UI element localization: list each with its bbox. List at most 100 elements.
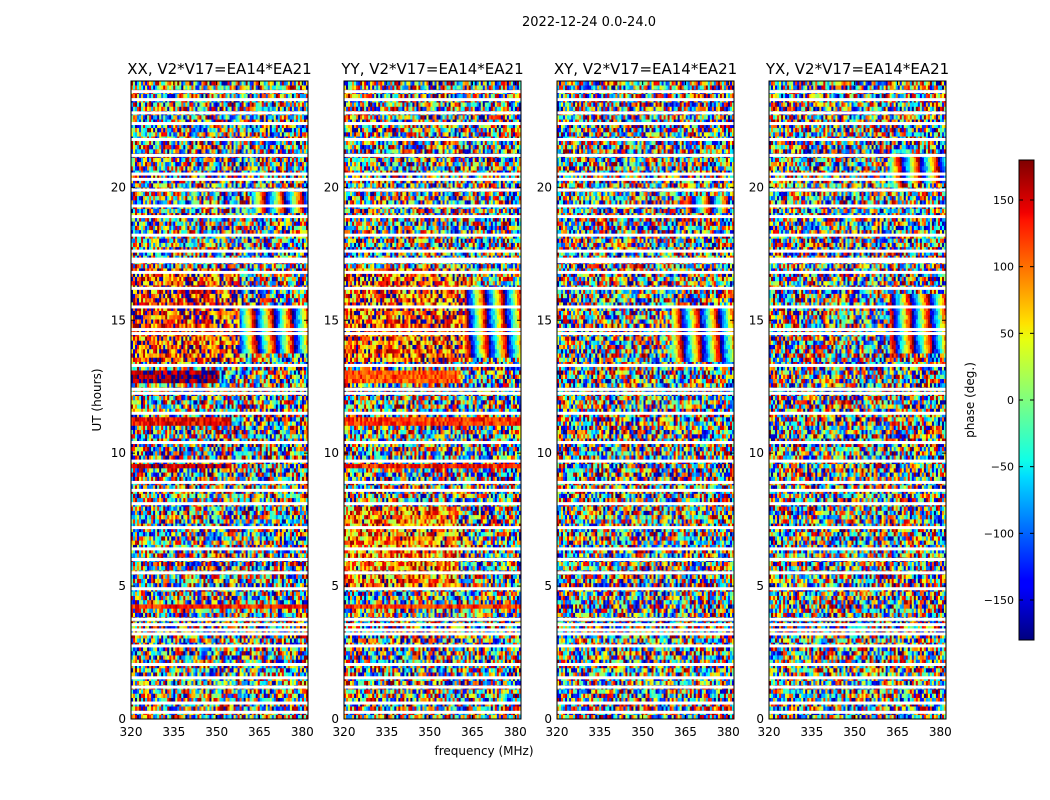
flagged-row: [344, 623, 521, 627]
flagged-row: [557, 332, 734, 336]
flagged-row: [344, 459, 521, 463]
flagged-row: [344, 270, 521, 274]
flagged-row: [344, 571, 521, 575]
flagged-row: [557, 502, 734, 506]
colorbar: −150 −100 −50 0 50 100 150: [984, 159, 1035, 641]
flagged-row: [344, 137, 521, 141]
flagged-row: [769, 526, 946, 530]
flagged-row: [131, 172, 308, 176]
flagged-row: [557, 111, 734, 115]
flagged-row: [769, 663, 946, 666]
flagged-row: [344, 153, 521, 157]
flagged-row: [131, 363, 308, 367]
phase-heatmap-yy: [344, 81, 521, 719]
flagged-row: [344, 526, 521, 530]
flagged-row: [769, 153, 946, 157]
flagged-row: [769, 172, 946, 176]
flagged-row: [769, 571, 946, 575]
flagged-row: [131, 98, 308, 102]
panel-title: XX, V2*V17=EA14*EA21: [127, 60, 311, 78]
x-tick-label: 365: [248, 725, 271, 739]
flagged-row: [557, 701, 734, 705]
panel-frame: [343, 80, 522, 720]
panel-title: YX, V2*V17=EA14*EA21: [765, 60, 949, 78]
flagged-row: [557, 676, 734, 680]
x-tick-label: 380: [504, 725, 527, 739]
flagged-row: [344, 98, 521, 102]
flagged-row: [344, 172, 521, 176]
x-tick-label: 365: [886, 725, 909, 739]
flagged-row: [344, 233, 521, 237]
flagged-row: [344, 328, 521, 332]
flagged-row: [769, 441, 946, 445]
flagged-row: [557, 628, 734, 632]
flagged-row: [344, 628, 521, 632]
flagged-row: [131, 587, 308, 591]
flagged-row: [131, 111, 308, 115]
flagged-row: [344, 249, 521, 253]
flagged-row: [769, 332, 946, 336]
flagged-row: [131, 90, 308, 94]
flagged-row: [344, 480, 521, 484]
flagged-row: [131, 558, 308, 561]
flagged-row: [344, 411, 521, 415]
flagged-row: [131, 286, 308, 290]
flagged-row: [131, 137, 308, 141]
x-tick-label: 320: [546, 725, 569, 739]
flagged-row: [769, 328, 946, 332]
colorbar-tick-label: −150: [984, 594, 1014, 607]
y-tick-label: 15: [537, 313, 552, 327]
flagged-row: [769, 215, 946, 219]
colorbar-label: phase (deg.): [963, 362, 977, 438]
flagged-row: [769, 488, 946, 492]
flagged-row: [344, 676, 521, 680]
flagged-row: [344, 257, 521, 261]
flagged-row: [344, 632, 521, 636]
flagged-row: [769, 685, 946, 689]
flagged-row: [557, 305, 734, 309]
x-tick-label: 320: [120, 725, 143, 739]
flagged-row: [344, 260, 521, 264]
colorbar-tick-label: 150: [993, 194, 1014, 207]
flagged-row: [769, 98, 946, 102]
flagged-row: [769, 177, 946, 181]
y-tick-label: 15: [749, 313, 764, 327]
panel-xy: XY, V2*V17=EA14*EA21 320 335 350 365 380 0 5 10 1…: [537, 60, 740, 739]
flagged-row: [557, 710, 734, 714]
flagged-row: [131, 628, 308, 632]
y-tick-label: 10: [537, 446, 552, 460]
x-tick-label: 380: [929, 725, 952, 739]
colorbar-tick-label: 100: [993, 261, 1014, 274]
x-tick-label: 335: [588, 725, 611, 739]
flagged-row: [769, 137, 946, 141]
y-tick-label: 0: [118, 712, 126, 726]
flagged-row: [131, 644, 308, 648]
flagged-row: [131, 305, 308, 309]
y-tick-label: 20: [537, 180, 552, 194]
colorbar-tick-label: −100: [984, 527, 1014, 540]
flagged-row: [557, 98, 734, 102]
flagged-row: [557, 587, 734, 591]
flagged-row: [344, 587, 521, 591]
flagged-row: [131, 685, 308, 689]
flagged-row: [769, 617, 946, 621]
y-tick-label: 0: [756, 712, 764, 726]
flagged-row: [769, 260, 946, 264]
flagged-row: [344, 204, 521, 208]
flagged-row: [344, 305, 521, 309]
x-tick-label: 365: [674, 725, 697, 739]
flagged-row: [557, 270, 734, 274]
flagged-row: [769, 632, 946, 636]
flagged-row: [769, 411, 946, 415]
flagged-row: [344, 617, 521, 621]
flagged-row: [131, 215, 308, 219]
flagged-row: [557, 547, 734, 551]
flagged-row: [557, 257, 734, 261]
flagged-row: [344, 502, 521, 506]
flagged-row: [557, 286, 734, 290]
x-tick-label: 350: [418, 725, 441, 739]
flagged-row: [344, 441, 521, 445]
y-tick-label: 10: [749, 446, 764, 460]
flagged-row: [131, 701, 308, 705]
